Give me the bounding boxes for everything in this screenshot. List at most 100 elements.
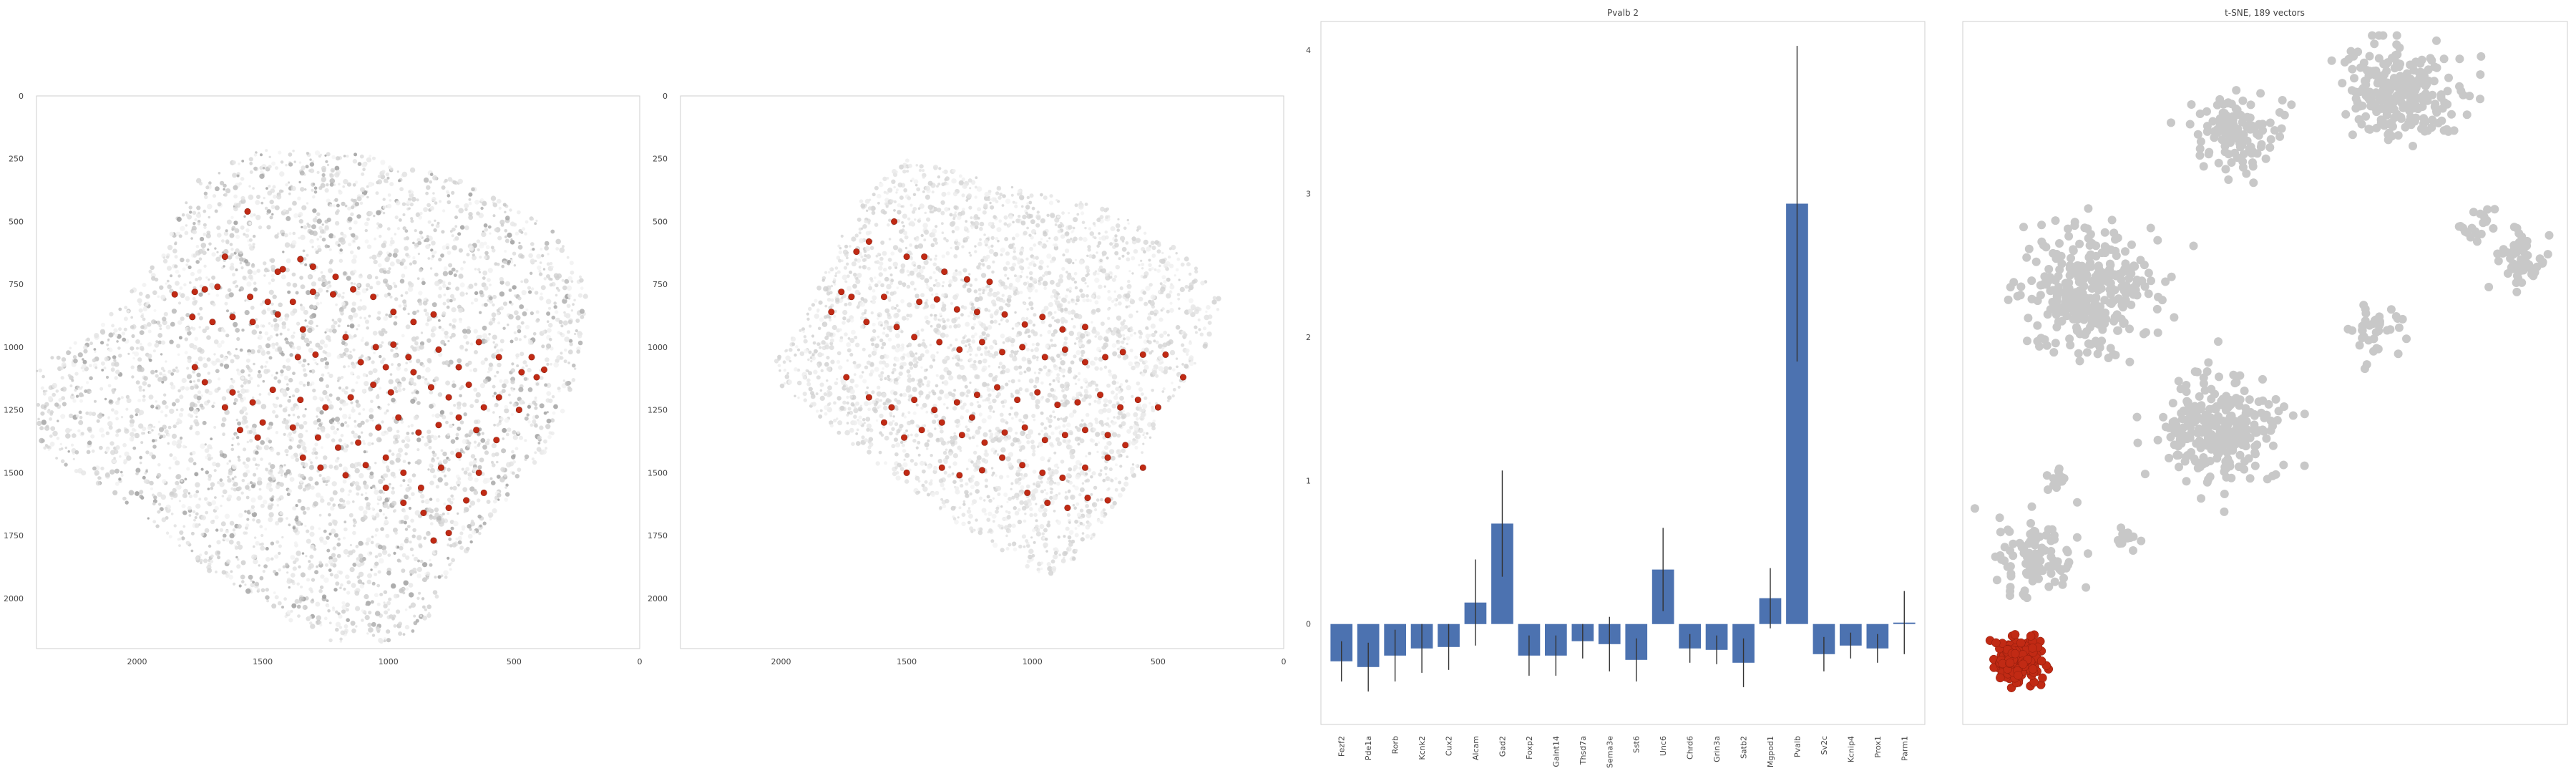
background-cell xyxy=(496,311,500,316)
background-cell xyxy=(455,437,459,440)
background-cell xyxy=(419,268,423,273)
background-cell xyxy=(255,518,261,524)
background-cell xyxy=(530,248,532,251)
background-cell xyxy=(1188,289,1191,292)
background-cell xyxy=(139,490,144,495)
highlighted-cell xyxy=(342,334,349,341)
background-cell xyxy=(516,364,519,367)
background-cell xyxy=(531,457,535,461)
background-cell xyxy=(408,189,413,195)
background-cell xyxy=(355,485,361,491)
background-cell xyxy=(69,384,73,387)
background-cell xyxy=(390,349,394,352)
background-cell xyxy=(336,553,341,558)
background-cell xyxy=(466,253,470,257)
background-cell xyxy=(376,512,379,515)
background-cell xyxy=(267,190,273,196)
background-cell xyxy=(458,248,464,253)
background-cell xyxy=(1126,384,1131,391)
background-cell xyxy=(366,537,371,543)
background-cell xyxy=(100,466,104,471)
background-cell xyxy=(541,344,545,349)
background-cell xyxy=(226,462,229,465)
background-cell xyxy=(354,201,359,207)
background-cell xyxy=(411,432,414,435)
background-cell xyxy=(112,490,118,495)
background-cell xyxy=(344,629,348,634)
background-cell xyxy=(236,174,240,178)
background-cell xyxy=(175,367,178,369)
background-cell xyxy=(360,339,364,342)
background-cell xyxy=(197,400,200,404)
background-cell xyxy=(1019,500,1024,505)
background-cell xyxy=(194,516,197,519)
background-cell xyxy=(551,395,555,399)
background-cell xyxy=(316,170,320,174)
background-cell xyxy=(341,601,346,605)
background-cell xyxy=(394,531,398,535)
background-cell xyxy=(414,341,419,346)
background-cell xyxy=(174,241,177,244)
highlighted-cell xyxy=(435,346,442,353)
background-cell xyxy=(114,388,117,391)
background-cell xyxy=(927,439,930,442)
background-cell xyxy=(215,462,220,467)
background-cell xyxy=(328,373,333,379)
background-cell xyxy=(180,257,185,263)
background-cell xyxy=(423,207,428,213)
background-cell xyxy=(78,419,84,425)
background-cell xyxy=(499,276,504,282)
background-cell xyxy=(182,493,187,498)
background-cell xyxy=(1206,305,1211,310)
background-cell xyxy=(221,251,225,254)
background-cell xyxy=(291,579,295,583)
background-cell xyxy=(204,195,208,200)
background-cell xyxy=(329,183,334,187)
background-cell xyxy=(357,324,361,327)
background-cell xyxy=(316,324,318,328)
background-cell xyxy=(917,356,923,362)
background-cell xyxy=(275,166,278,170)
background-cell xyxy=(544,246,549,251)
background-cell xyxy=(174,255,178,259)
background-cell xyxy=(155,374,159,378)
background-cell xyxy=(387,193,391,197)
background-cell xyxy=(1122,400,1125,404)
background-cell xyxy=(237,486,242,491)
background-cell xyxy=(517,245,523,250)
background-cell xyxy=(1121,413,1127,419)
y-tick-label: 1000 xyxy=(4,343,24,352)
background-cell xyxy=(147,384,151,388)
highlighted-cell xyxy=(221,253,228,261)
background-cell xyxy=(343,624,348,629)
background-cell xyxy=(172,248,177,254)
background-cell xyxy=(1086,285,1089,288)
background-cell xyxy=(460,267,464,271)
background-cell xyxy=(1090,475,1093,479)
background-cell xyxy=(392,528,398,533)
background-cell xyxy=(455,537,459,540)
background-cell xyxy=(293,160,296,163)
background-cell xyxy=(186,467,190,471)
background-cell xyxy=(68,413,74,418)
background-cell xyxy=(94,366,98,369)
background-cell xyxy=(507,232,512,238)
background-cell xyxy=(1102,407,1108,413)
background-cell xyxy=(846,401,849,405)
background-cell xyxy=(309,238,314,244)
background-cell xyxy=(292,283,298,288)
background-cell xyxy=(327,609,331,613)
background-cell xyxy=(457,540,462,545)
background-cell xyxy=(130,316,134,319)
background-cell xyxy=(249,170,253,174)
background-cell xyxy=(459,420,464,425)
background-cell xyxy=(346,182,352,187)
background-cell xyxy=(118,354,122,358)
background-cell xyxy=(171,309,177,314)
background-cell xyxy=(207,457,212,461)
background-cell xyxy=(446,286,449,291)
background-cell xyxy=(1109,504,1115,510)
background-cell xyxy=(320,498,325,503)
background-cell xyxy=(808,306,812,311)
background-cell xyxy=(955,269,958,273)
